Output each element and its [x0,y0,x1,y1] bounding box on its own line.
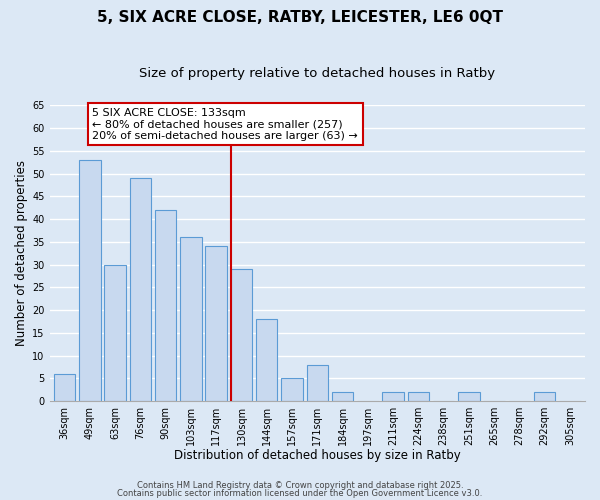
Text: 5, SIX ACRE CLOSE, RATBY, LEICESTER, LE6 0QT: 5, SIX ACRE CLOSE, RATBY, LEICESTER, LE6… [97,10,503,25]
Bar [332,392,353,401]
Bar [104,264,126,401]
Text: Contains HM Land Registry data © Crown copyright and database right 2025.: Contains HM Land Registry data © Crown c… [137,481,463,490]
Bar [458,392,479,401]
Y-axis label: Number of detached properties: Number of detached properties [15,160,28,346]
Bar [281,378,303,401]
Text: Contains public sector information licensed under the Open Government Licence v3: Contains public sector information licen… [118,488,482,498]
Text: 5 SIX ACRE CLOSE: 133sqm
← 80% of detached houses are smaller (257)
20% of semi-: 5 SIX ACRE CLOSE: 133sqm ← 80% of detach… [92,108,358,141]
Bar [54,374,76,401]
Bar [256,319,277,401]
Bar [534,392,556,401]
Bar [407,392,429,401]
Title: Size of property relative to detached houses in Ratby: Size of property relative to detached ho… [139,68,496,80]
Bar [382,392,404,401]
Bar [180,238,202,401]
Bar [79,160,101,401]
Bar [231,269,252,401]
Bar [130,178,151,401]
Bar [307,364,328,401]
X-axis label: Distribution of detached houses by size in Ratby: Distribution of detached houses by size … [174,450,461,462]
Bar [155,210,176,401]
Bar [205,246,227,401]
